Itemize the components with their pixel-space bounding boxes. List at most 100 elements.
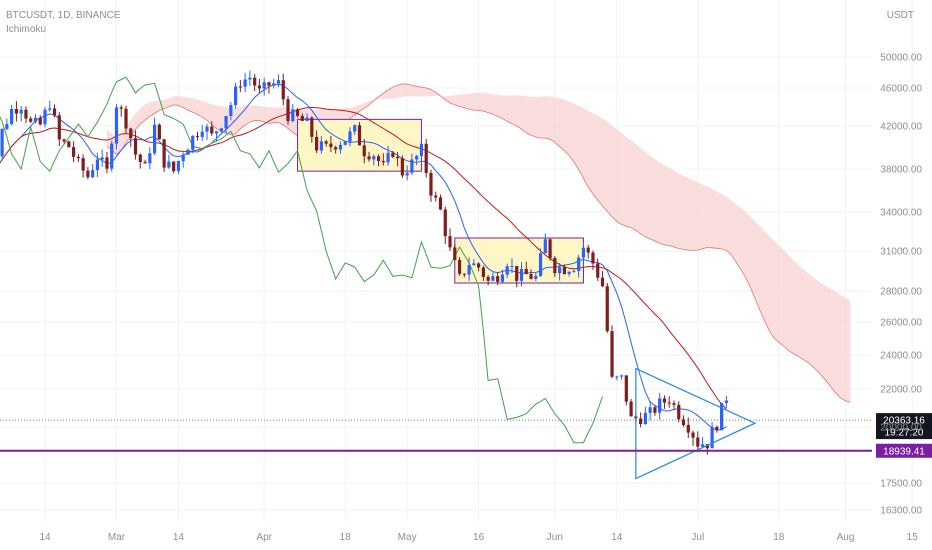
candle-body: [205, 126, 209, 132]
candle-body: [229, 105, 233, 116]
candle-body: [438, 197, 443, 210]
candle-body: [300, 115, 304, 121]
candle-body: [472, 263, 476, 266]
y-tick-label: 46000.00: [880, 84, 922, 95]
candle-body: [176, 161, 181, 172]
x-tick-label: 18: [340, 532, 352, 543]
y-tick-label: 28000.00: [880, 287, 922, 298]
candle-body: [95, 159, 100, 171]
candle-body: [396, 156, 400, 159]
candle-body: [119, 107, 123, 109]
candle-body: [486, 276, 490, 281]
candle-body: [434, 195, 438, 198]
candle-body: [700, 444, 705, 447]
candle-body: [343, 141, 347, 145]
candle-body: [386, 152, 390, 163]
support-price-label: 18939.41: [883, 446, 925, 457]
candle-body: [629, 401, 633, 417]
candle-body: [357, 125, 362, 146]
candle-body: [110, 143, 114, 169]
candle-body: [105, 157, 109, 169]
candle-body: [71, 147, 76, 157]
candle-body: [29, 118, 33, 122]
candle-body: [338, 144, 343, 150]
candle-body: [67, 141, 71, 148]
candle-body: [410, 159, 414, 173]
candle-body: [376, 156, 381, 162]
cloud-area: [106, 83, 851, 403]
candle-body: [91, 170, 95, 178]
y-tick-label: 20000.00: [880, 423, 922, 434]
ichimoku-cloud: [106, 83, 851, 403]
candle-body: [348, 131, 352, 142]
candle-body: [181, 154, 185, 162]
candle-body: [162, 139, 166, 168]
candle-body: [443, 209, 447, 237]
candle-body: [315, 136, 319, 151]
y-axis: 50000.00 46000.00 42000.00 38000.00 34000.00…: [880, 53, 922, 517]
candle-body: [14, 108, 19, 114]
x-tick-label: May: [398, 532, 417, 543]
candle-body: [662, 398, 667, 403]
candle-body: [467, 265, 471, 275]
candle-body: [100, 157, 104, 160]
candle-body: [720, 402, 724, 431]
candle-body: [186, 149, 190, 155]
candle-body: [419, 143, 424, 156]
candle-body: [214, 131, 219, 134]
candle-body: [724, 400, 728, 403]
candle-body: [262, 82, 266, 89]
candle-body: [453, 247, 457, 260]
candle-body: [519, 268, 524, 281]
candle-body: [329, 143, 333, 148]
candle-body: [33, 117, 38, 122]
candle-body: [62, 139, 66, 142]
candle-body: [624, 375, 628, 402]
candle-body: [586, 247, 590, 253]
candle-body: [391, 152, 395, 157]
candle-body: [305, 117, 309, 121]
candle-body: [114, 107, 119, 144]
candle-body: [381, 161, 385, 163]
candle-body: [152, 124, 157, 154]
candle-body: [243, 79, 247, 87]
candle-body: [257, 85, 262, 89]
x-tick-label: Jul: [691, 532, 704, 543]
candle-body: [715, 426, 719, 431]
candle-body: [24, 109, 28, 119]
candle-body: [415, 155, 419, 160]
candle-body: [681, 419, 686, 425]
candle-body: [491, 276, 495, 281]
candle-body: [572, 271, 576, 273]
x-tick-label: Mar: [108, 532, 126, 543]
y-tick-label: 42000.00: [880, 122, 922, 133]
candle-body: [457, 259, 462, 274]
candle-body: [653, 407, 657, 413]
candle-body: [562, 267, 566, 275]
y-tick-label: 34000.00: [880, 208, 922, 219]
candle-body: [286, 99, 290, 122]
candle-body: [619, 375, 624, 377]
indicator-label: Ichimoku: [6, 24, 47, 35]
candle-body: [86, 170, 90, 178]
candle-body: [38, 117, 42, 125]
triangle-pattern: [635, 367, 757, 480]
candle-body: [658, 398, 662, 413]
candle-body: [639, 418, 643, 425]
y-tick-label: 31000.00: [880, 247, 922, 258]
x-tick-label: Jun: [547, 532, 563, 543]
candle-body: [138, 154, 142, 162]
candle-body: [353, 125, 357, 132]
candle-body: [281, 80, 285, 100]
candle-body: [324, 141, 328, 144]
support-label-bg: [876, 443, 932, 458]
candle-body: [372, 156, 376, 160]
countdown-label: 19:27:20: [885, 428, 924, 439]
candle-body: [710, 426, 714, 449]
candle-body: [10, 108, 14, 125]
x-axis: 14 Mar 14 Apr 18 May 16 Jun 14 Jul 18 Aug 15: [39, 532, 918, 543]
candle-body: [191, 135, 195, 150]
candle-body: [462, 273, 466, 275]
y-tick-label: 50000.00: [880, 53, 922, 64]
